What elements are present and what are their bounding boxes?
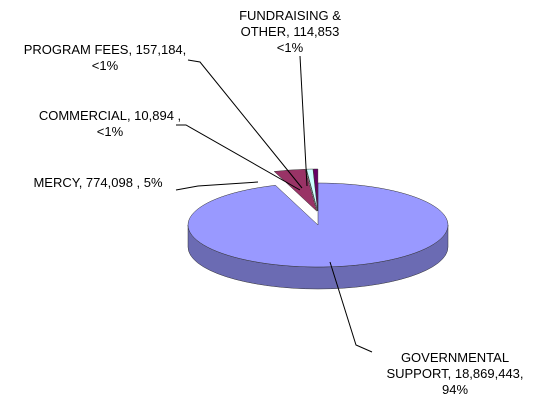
slice: [187, 182, 449, 268]
data-label: PROGRAM FEES, 157,184, <1%: [23, 42, 187, 73]
data-label: MERCY, 774,098 , 5%: [33, 175, 163, 190]
leader-line: [329, 261, 373, 353]
leader-line: [299, 55, 308, 187]
data-label: COMMERCIAL, 10,894 , <1%: [38, 108, 182, 139]
slice: [273, 169, 318, 212]
data-label: GOVERNMENTAL SUPPORT, 18,869,443, 94%: [386, 350, 524, 397]
leader-line: [187, 59, 303, 189]
slice: [312, 168, 319, 212]
data-label: FUNDRAISING & OTHER, 114,853 <1%: [239, 8, 341, 55]
leader-line: [175, 181, 259, 191]
pie: [187, 168, 449, 290]
leader-line: [176, 124, 301, 191]
